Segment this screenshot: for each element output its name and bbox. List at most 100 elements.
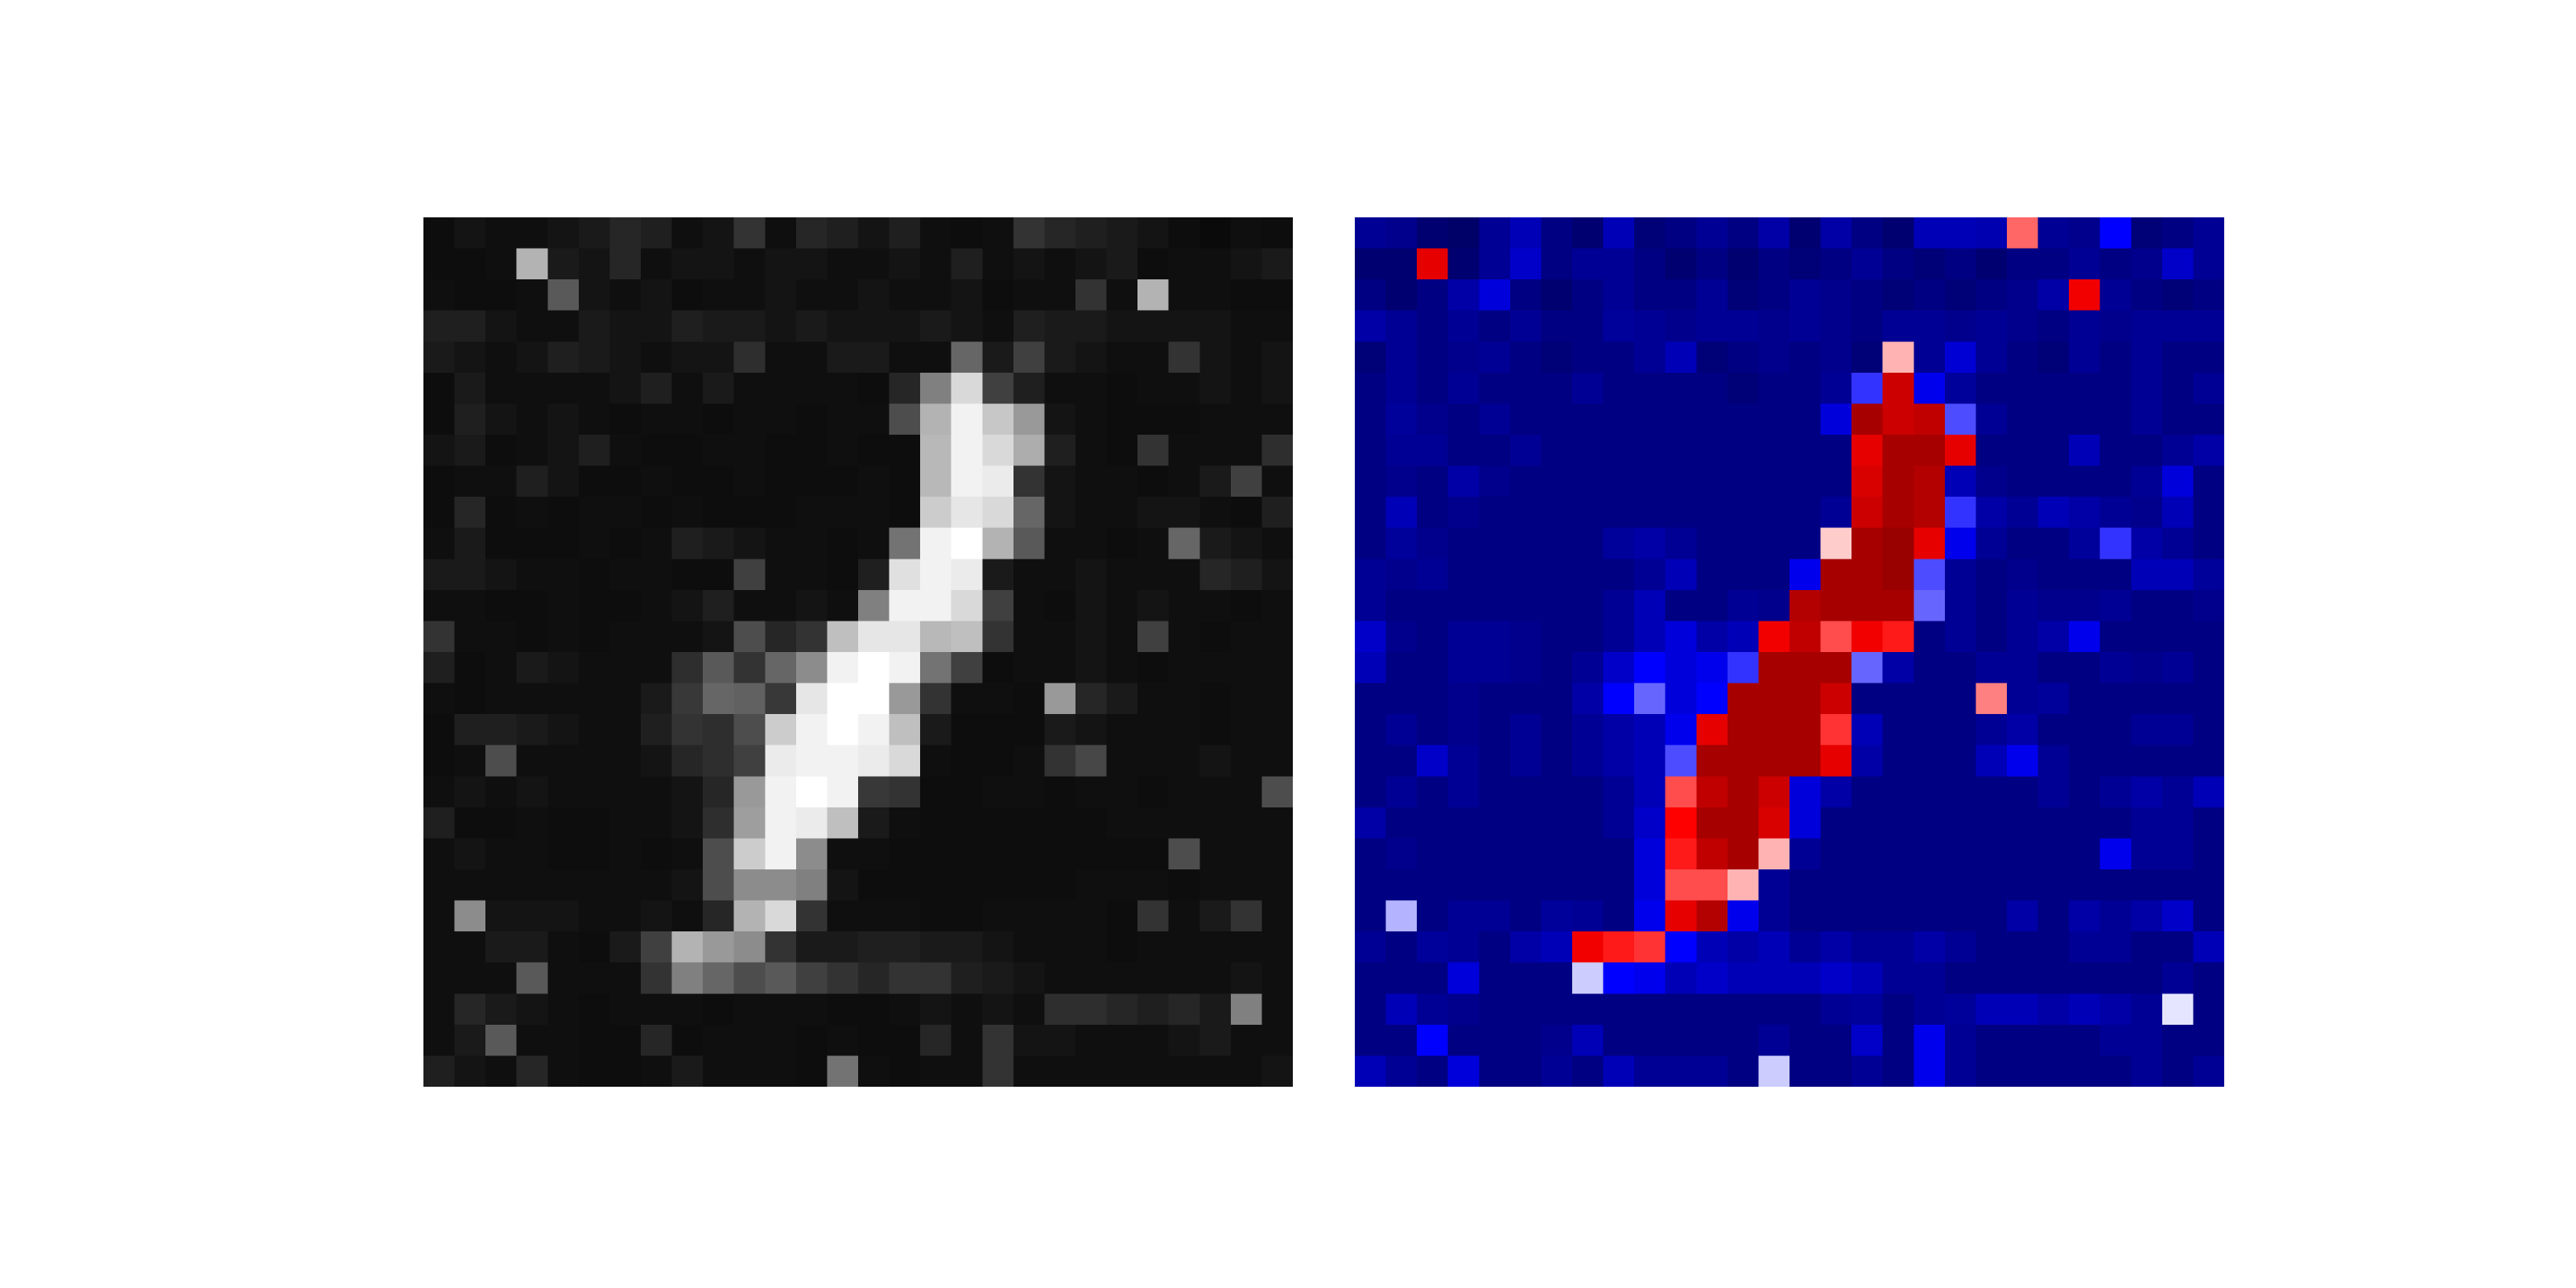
- seismic-cell: [1509, 931, 1542, 964]
- gray-cell: [1168, 589, 1200, 622]
- seismic-cell: [1727, 217, 1760, 250]
- gray-cell: [671, 527, 704, 559]
- seismic-cell: [1944, 248, 1977, 280]
- gray-cell: [547, 683, 580, 715]
- gray-cell: [1199, 993, 1232, 1026]
- gray-cell: [920, 776, 952, 808]
- seismic-cell: [1385, 683, 1418, 715]
- seismic-cell: [1541, 683, 1573, 715]
- seismic-cell: [1913, 621, 1946, 653]
- seismic-cell: [1975, 1055, 2008, 1087]
- seismic-cell: [1696, 683, 1728, 715]
- seismic-cell: [1447, 621, 1480, 653]
- gray-cell: [454, 248, 486, 280]
- gray-cell: [765, 310, 797, 342]
- gray-cell: [454, 869, 486, 902]
- seismic-cell: [2131, 279, 2163, 312]
- gray-cell: [703, 776, 735, 808]
- seismic-cell: [1665, 435, 1697, 467]
- seismic-cell: [1758, 559, 1790, 591]
- seismic-cell: [1944, 1024, 1977, 1057]
- seismic-cell: [2099, 589, 2132, 622]
- seismic-cell: [2161, 962, 2194, 994]
- gray-cell: [951, 869, 983, 902]
- seismic-cell: [1852, 776, 1884, 808]
- gray-cell: [858, 279, 890, 312]
- gray-cell: [951, 248, 983, 280]
- seismic-cell: [1758, 341, 1790, 374]
- gray-cell: [641, 372, 673, 405]
- gray-cell: [1044, 683, 1076, 715]
- seismic-cell: [1665, 869, 1697, 902]
- gray-cell: [609, 900, 642, 932]
- gray-cell: [1261, 1055, 1293, 1087]
- seismic-cell: [2037, 807, 2070, 840]
- gray-cell: [516, 714, 548, 746]
- seismic-cell: [2161, 869, 2194, 902]
- seismic-cell: [1355, 1055, 1387, 1087]
- gray-cell: [951, 993, 983, 1026]
- gray-cell: [795, 776, 828, 808]
- gray-cell: [485, 683, 518, 715]
- seismic-cell: [2161, 527, 2194, 559]
- gray-cell: [1044, 714, 1076, 746]
- seismic-cell: [1447, 559, 1480, 591]
- gray-cell: [765, 838, 797, 870]
- seismic-cell: [1665, 589, 1697, 622]
- gray-cell: [858, 310, 890, 342]
- seismic-cell: [1790, 683, 1822, 715]
- gray-cell: [951, 372, 983, 405]
- gray-cell: [1230, 652, 1263, 684]
- gray-cell: [982, 776, 1014, 808]
- gray-cell: [889, 931, 921, 964]
- gray-cell: [858, 1024, 890, 1057]
- seismic-cell: [1975, 497, 2008, 529]
- seismic-cell: [1634, 683, 1666, 715]
- seismic-cell: [1696, 1055, 1728, 1087]
- seismic-cell: [1541, 372, 1573, 405]
- seismic-cell: [1758, 683, 1790, 715]
- seismic-cell: [1355, 652, 1387, 684]
- gray-cell: [1075, 807, 1108, 840]
- gray-cell: [703, 1055, 735, 1087]
- gray-cell: [1230, 497, 1263, 529]
- gray-cell: [1137, 310, 1170, 342]
- seismic-cell: [1913, 559, 1946, 591]
- seismic-cell: [1509, 497, 1542, 529]
- gray-cell: [1013, 279, 1046, 312]
- gray-cell: [1075, 776, 1108, 808]
- gray-cell: [423, 807, 456, 840]
- seismic-cell: [1355, 497, 1387, 529]
- gray-cell: [1013, 683, 1046, 715]
- seismic-cell: [1820, 465, 1852, 497]
- gray-cell: [920, 217, 952, 250]
- gray-cell: [1168, 962, 1200, 994]
- gray-cell: [454, 465, 486, 497]
- seismic-cell: [1790, 714, 1822, 746]
- seismic-cell: [1975, 341, 2008, 374]
- seismic-cell: [2131, 559, 2163, 591]
- seismic-cell: [1447, 745, 1480, 777]
- seismic-cell: [2193, 435, 2224, 467]
- gray-cell: [1137, 341, 1170, 374]
- gray-cell: [1261, 745, 1293, 777]
- seismic-cell: [2037, 589, 2070, 622]
- seismic-cell: [1913, 372, 1946, 405]
- seismic-cell: [1665, 497, 1697, 529]
- gray-cell: [920, 279, 952, 312]
- seismic-cell: [2161, 372, 2194, 405]
- gray-cell: [485, 372, 518, 405]
- seismic-cell: [1385, 652, 1418, 684]
- seismic-cell: [1355, 589, 1387, 622]
- gray-cell: [703, 497, 735, 529]
- gray-cell: [889, 1024, 921, 1057]
- gray-cell: [951, 310, 983, 342]
- gray-cell: [671, 1055, 704, 1087]
- seismic-cell: [1447, 993, 1480, 1026]
- seismic-cell: [2099, 248, 2132, 280]
- gray-cell: [795, 403, 828, 436]
- gray-cell: [1230, 621, 1263, 653]
- gray-cell: [609, 714, 642, 746]
- seismic-cell: [1882, 807, 1914, 840]
- gray-cell: [641, 248, 673, 280]
